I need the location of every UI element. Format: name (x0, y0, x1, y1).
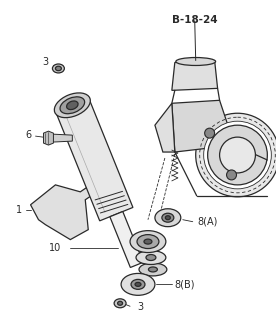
Polygon shape (52, 134, 72, 142)
Ellipse shape (137, 235, 159, 249)
Ellipse shape (54, 93, 90, 118)
Polygon shape (30, 175, 110, 240)
Ellipse shape (162, 213, 174, 222)
Text: 8(B): 8(B) (175, 279, 195, 289)
Circle shape (227, 170, 237, 180)
Ellipse shape (165, 216, 170, 220)
Circle shape (205, 128, 215, 138)
Text: 3: 3 (137, 302, 143, 312)
Ellipse shape (136, 251, 166, 264)
Circle shape (196, 113, 277, 197)
Circle shape (208, 125, 267, 185)
Ellipse shape (60, 97, 85, 114)
Ellipse shape (118, 301, 123, 305)
Ellipse shape (121, 273, 155, 295)
Ellipse shape (52, 64, 64, 73)
Ellipse shape (148, 267, 157, 272)
Ellipse shape (130, 231, 166, 252)
Text: 10: 10 (49, 243, 61, 252)
Ellipse shape (55, 66, 61, 71)
Text: 6: 6 (25, 130, 32, 140)
Ellipse shape (146, 254, 156, 260)
Ellipse shape (176, 58, 216, 66)
Polygon shape (43, 131, 53, 145)
Ellipse shape (144, 239, 152, 244)
Ellipse shape (155, 209, 181, 227)
Circle shape (220, 137, 255, 173)
Text: B-18-24: B-18-24 (172, 15, 217, 25)
Polygon shape (155, 103, 175, 152)
Ellipse shape (66, 101, 78, 109)
Text: 3: 3 (42, 58, 48, 68)
Text: 1: 1 (16, 205, 22, 215)
Ellipse shape (135, 282, 141, 286)
Polygon shape (172, 100, 235, 152)
Ellipse shape (139, 263, 167, 276)
Polygon shape (110, 212, 143, 268)
Circle shape (204, 121, 271, 189)
Polygon shape (56, 99, 133, 221)
Polygon shape (172, 60, 218, 90)
Ellipse shape (114, 299, 126, 308)
Text: 8(A): 8(A) (198, 217, 218, 227)
Ellipse shape (131, 279, 145, 289)
